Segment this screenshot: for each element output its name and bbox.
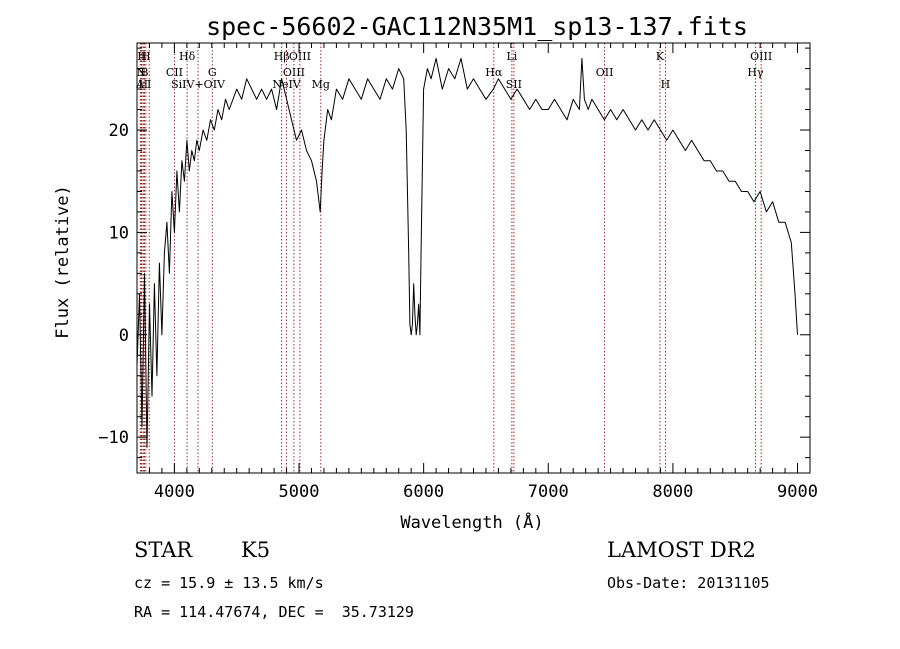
line-marker-label: H (141, 50, 151, 63)
spectrum-line (136, 57, 798, 448)
line-marker-label: OIII (289, 50, 311, 63)
line-marker-label: SII (506, 78, 522, 91)
x-axis-label: Wavelength (Å) (400, 511, 543, 533)
line-marker-label: H (137, 50, 147, 63)
line-marker-label: OIII (283, 66, 305, 79)
line-marker-label: G (208, 66, 217, 79)
line-marker-label: OIII (750, 50, 772, 63)
x-tick-label: 7000 (528, 482, 569, 502)
x-tick-label: 9000 (777, 482, 818, 502)
x-tick-label: 6000 (403, 482, 444, 502)
line-marker-label: K (656, 50, 665, 63)
line-marker-label: NeIV (272, 78, 301, 91)
survey-name: LAMOST DR2 (607, 538, 756, 562)
line-marker-label: Mg (312, 78, 330, 91)
line-marker-label: SiIV+OIV (171, 78, 226, 91)
y-tick-label: −10 (98, 428, 129, 448)
plot-frame (136, 42, 811, 474)
line-marker-label: Hβ (274, 50, 290, 63)
line-marker-label: Hγ (747, 66, 764, 79)
axes: 4000 5000 6000 7000 8000 9000 −10 0 10 20 (98, 43, 818, 502)
line-marker-label: OII (596, 66, 614, 79)
line-marker-label: I (147, 78, 151, 91)
line-marker-label: A (135, 78, 145, 91)
obs-date-text: Obs-Date: 20131105 (607, 574, 770, 592)
line-marker-label: Hδ (179, 50, 196, 63)
y-tick-label: 10 (109, 223, 129, 243)
line-markers: ANHHBHICIIHδSiIV+OIVGHβNeIVOIIIOIIIMgHαL… (135, 43, 772, 473)
coordinates-text: RA = 114.47674, DEC = 35.73129 (134, 603, 414, 621)
line-marker-label: Hα (485, 66, 503, 79)
x-tick-label: 8000 (652, 482, 693, 502)
redshift-text: cz = 15.9 ± 13.5 km/s (134, 574, 324, 592)
y-axis-label: Flux (relative) (53, 185, 73, 339)
x-tick-label: 5000 (279, 482, 320, 502)
object-subclass: K5 (241, 538, 271, 562)
line-marker-label: H (661, 78, 671, 91)
y-tick-label: 20 (109, 121, 129, 141)
y-tick-label: 0 (119, 326, 129, 346)
line-marker-label: N (136, 66, 146, 79)
line-marker-label: Li (506, 50, 517, 63)
x-tick-label: 4000 (154, 482, 195, 502)
object-class: STAR (134, 538, 193, 562)
line-marker-label: H (139, 78, 149, 91)
chart-title: spec-56602-GAC112N35M1_sp13-137.fits (206, 12, 748, 41)
line-marker-label: CII (166, 66, 183, 79)
spectrum-series (136, 57, 798, 448)
line-marker-label: B (140, 66, 148, 79)
